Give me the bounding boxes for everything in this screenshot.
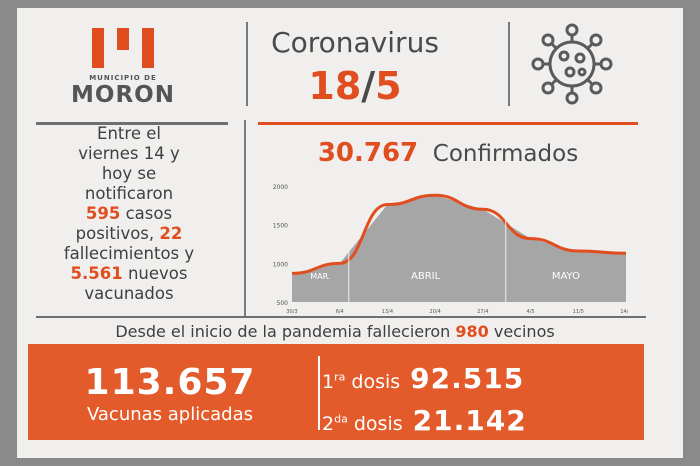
dose1-value: 92.515 [410,362,525,395]
dose2-row: 2da dosis 21.142 [322,404,527,437]
y-tick-label: 2000 [273,184,288,191]
vaccines-total-label: Vacunas aplicadas [86,404,253,425]
deaths-total: Desde el inicio de la pandemia fallecier… [115,322,555,341]
divider [36,122,228,125]
dose1-row: 1ra dosis 92.515 [322,362,525,395]
report-date: 18/5 [308,64,402,108]
confirmed-total: 30.767 Confirmados [317,138,579,168]
vaccines-panel [28,344,644,440]
divider [508,22,510,106]
logo-name: MORON [71,82,175,108]
weekly-summary: Entre el viernes 14 y hoy se notificaron… [63,124,195,303]
dose2-value: 21.142 [412,404,527,437]
y-tick-label: 500 [277,300,289,307]
divider [258,122,638,125]
month-label: MAR. [310,272,330,281]
divider [36,316,646,318]
y-tick-label: 1000 [273,261,288,268]
month-label: MAYO [552,271,580,282]
divider [246,22,248,106]
virus-icon [531,23,613,105]
page-title: Coronavirus [271,26,439,59]
month-label: ABRIL [411,271,441,282]
moron-logo-icon [92,28,154,68]
cases-chart: MAR. ABRIL MAYO 2000 1500 1000 500 30/3 6/4 13/4 2… [273,184,628,315]
divider [244,120,246,316]
x-tick-label: 4/5 [527,309,535,315]
x-tick-label: 11/5 [573,309,584,315]
divider [318,356,320,430]
chart-area [292,195,626,302]
y-tick-label: 1500 [273,223,288,230]
logo-subtitle: MUNICIPIO DE [89,74,157,82]
x-tick-label: 20/4 [430,309,441,315]
x-tick-label: 14/5 [620,309,628,315]
vaccines-total: 113.657 [84,362,256,403]
chart-series-line [291,193,627,275]
x-tick-label: 27/4 [477,309,488,315]
x-tick-label: 13/4 [382,309,393,315]
x-tick-label: 30/3 [286,309,297,315]
x-tick-label: 6/4 [336,309,344,315]
